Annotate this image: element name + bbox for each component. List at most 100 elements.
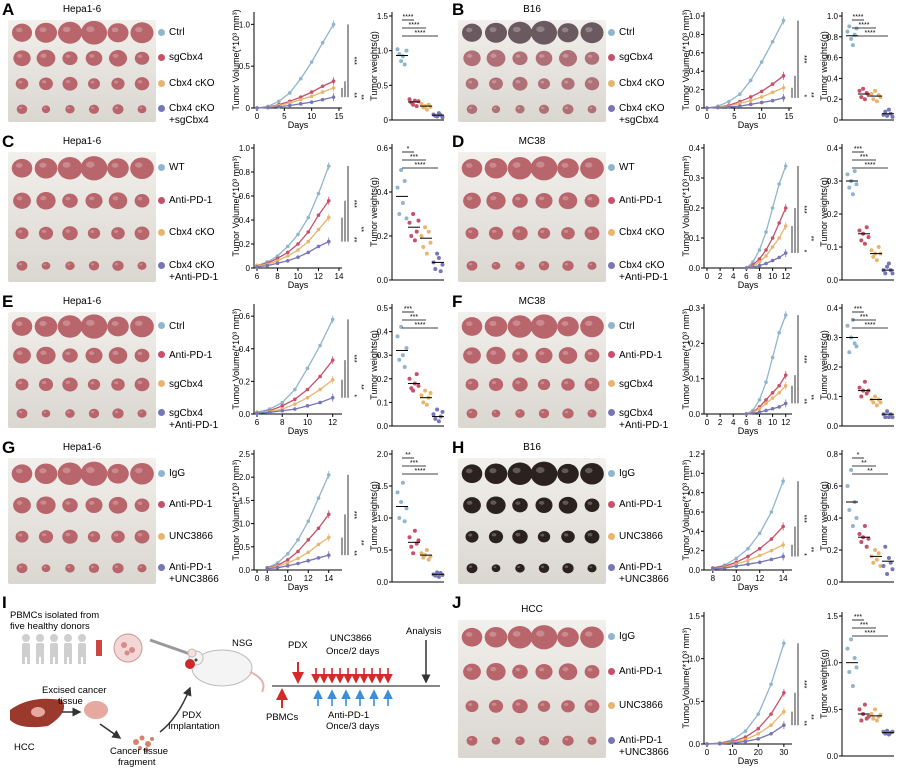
tumor-specimen xyxy=(15,378,29,391)
weight-point xyxy=(433,416,438,421)
tumor-specimen xyxy=(87,531,101,543)
weight-point xyxy=(847,670,852,674)
tumor-specimen xyxy=(134,498,150,512)
series-point xyxy=(769,557,774,562)
series-point xyxy=(306,230,311,234)
series-point xyxy=(298,95,303,99)
tumor-specimen xyxy=(561,227,575,240)
weight-point xyxy=(428,240,433,245)
legend-item: Cbx4 cKO +Anti-PD-1 xyxy=(608,260,668,284)
weight-point xyxy=(890,114,895,119)
tumor-photo xyxy=(458,20,606,122)
tumor-specimen xyxy=(463,192,481,209)
y-axis-title: Tumor weights(g) xyxy=(820,481,829,551)
petri-dish-icon xyxy=(113,633,143,663)
weight-point xyxy=(874,557,879,562)
weight-point xyxy=(845,29,850,34)
series-point xyxy=(293,407,297,411)
x-tick-label: 6 xyxy=(255,272,260,281)
series-point xyxy=(265,566,270,571)
weight-point xyxy=(876,551,881,556)
tumor-photo-title: MC38 xyxy=(518,136,546,147)
weight-point xyxy=(404,48,409,53)
tumor-specimen xyxy=(537,378,551,391)
legend-label: UNC3866 xyxy=(619,700,663,712)
tumor-specimen xyxy=(80,314,108,339)
y-tick-label: 0.6 xyxy=(377,144,389,153)
tumor-specimen xyxy=(62,498,78,513)
series-point xyxy=(757,260,762,264)
significance-stars: ** xyxy=(357,94,364,100)
y-axis-title: Tumor Volume(*10³ mm³) xyxy=(232,459,241,560)
weight-point xyxy=(416,218,421,223)
group-legend: IgG Anti-PD-1 UNC3866 Anti-PD-1 +UNC3866 xyxy=(158,458,228,585)
x-tick-label: 8 xyxy=(757,272,762,281)
tissue-fragment-icon xyxy=(133,735,154,753)
series-point xyxy=(751,265,755,269)
y-tick-label: 0.5 xyxy=(377,546,389,555)
legend-item: WT xyxy=(158,162,185,174)
series-point xyxy=(296,538,300,542)
weight-point xyxy=(411,212,416,216)
x-tick-label: 10 xyxy=(768,272,777,281)
tumor-specimen xyxy=(13,497,31,514)
x-tick-label: 6 xyxy=(744,272,749,281)
tumor-photo-title: Hepa1-6 xyxy=(62,136,102,147)
y-tick-label: 0.6 xyxy=(689,49,701,58)
weight-point xyxy=(871,400,876,405)
x-tick-label: 12 xyxy=(314,272,323,281)
series-point xyxy=(293,402,297,407)
x-tick-label: 12 xyxy=(781,272,790,281)
weight-point xyxy=(878,400,883,405)
series-point xyxy=(316,244,321,249)
series-point xyxy=(764,380,768,384)
donor-icon xyxy=(22,634,30,664)
tumor-specimen xyxy=(491,105,501,114)
legend-item: Ctrl xyxy=(158,27,185,39)
significance-stars: ** xyxy=(350,92,357,98)
tumor-specimen xyxy=(62,193,78,208)
tumor-photo-title: HCC xyxy=(521,604,543,615)
weight-point xyxy=(411,551,416,556)
tumor-volume-chart: Tumor Volume(*10³ mm³)0.00.10.20.30 2 4 6 8 1… xyxy=(682,304,814,436)
series-point xyxy=(757,248,762,252)
tumor-photo xyxy=(8,458,156,584)
weight-point xyxy=(424,402,429,407)
tumor-specimen xyxy=(587,736,597,745)
fragment-caption-2: fragment xyxy=(118,757,156,768)
x-tick-label: 8 xyxy=(757,418,762,427)
weight-point xyxy=(873,707,878,712)
y-axis-title: Tumor Volume(*10³ mm³) xyxy=(682,459,691,560)
weight-point xyxy=(885,264,890,269)
legend-label: sgCbx4 xyxy=(169,407,203,419)
y-tick-label: 1.0 xyxy=(239,20,251,29)
tumor-specimen xyxy=(108,347,128,364)
tumor-specimen xyxy=(512,348,528,363)
significance-stars: * xyxy=(800,250,807,253)
tumor-specimen xyxy=(484,463,508,485)
excised-tissue-icon xyxy=(84,701,108,719)
significance-stars: ** xyxy=(350,550,357,556)
y-tick-label: 0.2 xyxy=(827,95,839,104)
tumor-specimen xyxy=(38,226,54,240)
y-tick-label: 0.4 xyxy=(239,345,251,354)
tumor-photo-title: Hepa1-6 xyxy=(62,442,102,453)
series-point xyxy=(275,565,280,570)
legend-item: Cbx4 cKO xyxy=(608,227,665,239)
legend-marker xyxy=(608,54,615,62)
x-tick-label: 0 xyxy=(705,748,710,757)
weight-point xyxy=(414,372,419,377)
x-tick-label: 6 xyxy=(255,418,260,427)
weight-point xyxy=(874,718,879,723)
tumor-specimen xyxy=(65,105,75,114)
weight-point xyxy=(399,500,404,504)
significance-stars: *** xyxy=(854,306,862,313)
fragment-caption-1: Cancer tissue xyxy=(110,746,169,757)
tumor-specimen xyxy=(488,530,504,544)
tumor-specimen xyxy=(486,662,506,681)
legend-marker xyxy=(158,532,165,540)
series-point xyxy=(738,101,742,106)
tumor-specimen xyxy=(11,158,33,178)
significance-stars: *** xyxy=(860,622,868,629)
weight-point xyxy=(883,544,888,549)
